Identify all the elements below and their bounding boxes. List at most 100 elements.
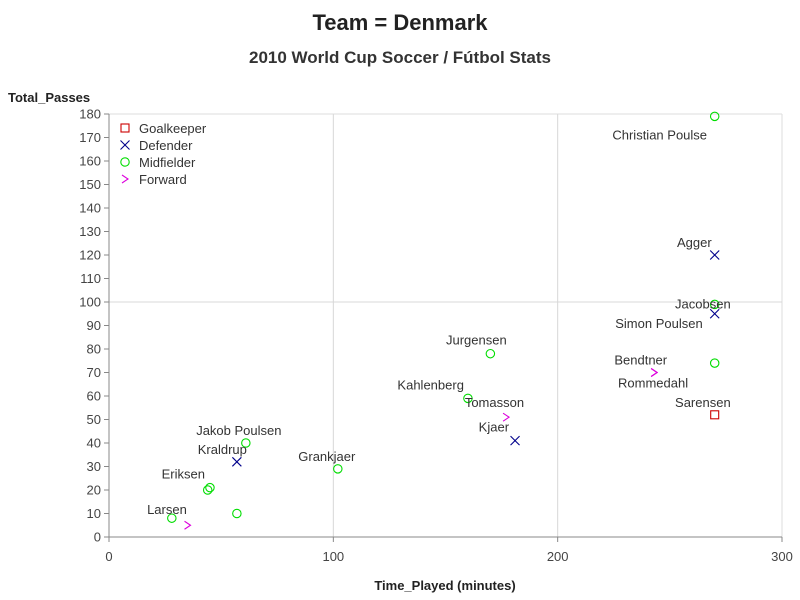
x-tick-label: 300 (771, 549, 793, 564)
marker-x-stroke (709, 250, 720, 260)
y-tick-label: 150 (79, 177, 101, 192)
data-point-defender (510, 435, 520, 446)
point-label: Rommedahl (618, 376, 688, 391)
marker-forward-shape (502, 412, 511, 422)
legend: Goalkeeper Defender Midfielder Forward (120, 121, 207, 187)
x-axis-title: Time_Played (minutes) (374, 578, 515, 593)
legend-marker (121, 174, 129, 184)
point-label: Jakob Poulsen (196, 423, 281, 438)
marker-forward-shape (650, 368, 659, 377)
marker-forward-shape (184, 520, 192, 530)
data-point-midfielder (709, 111, 720, 122)
y-tick-label: 130 (79, 224, 101, 239)
point-label: Agger (677, 235, 712, 250)
point-label: Christian Poulse (612, 127, 707, 142)
y-tick-label: 50 (87, 412, 101, 427)
data-point-defender (709, 250, 720, 260)
data-point-midfielder (463, 393, 473, 404)
legend-label: Forward (139, 172, 187, 187)
x-tick-label: 200 (547, 549, 569, 564)
marker-circle-shape (205, 482, 215, 493)
x-tick-label: 0 (105, 549, 112, 564)
point-label: Kraldrup (198, 442, 247, 457)
marker-x-stroke (231, 456, 242, 467)
y-tick-label: 30 (87, 459, 101, 474)
legend-item-defender: Defender (120, 138, 193, 153)
point-label: Jacobsen (675, 296, 731, 311)
y-tick-label: 40 (87, 436, 101, 451)
data-point-midfielder (709, 358, 720, 368)
chart-title: Team = Denmark (312, 10, 488, 35)
legend-marker (120, 157, 130, 167)
data-point-defender (709, 308, 720, 319)
legend-item-forward: Forward (121, 172, 187, 187)
data-point-midfielder (232, 508, 242, 519)
y-tick-label: 110 (80, 271, 101, 286)
point-label: Kjaer (479, 420, 510, 435)
y-axis-title: Total_Passes (8, 90, 90, 105)
data-point-forward (502, 412, 511, 422)
y-tick-label: 180 (79, 107, 101, 122)
point-label: Larsen (147, 502, 187, 517)
marker-circle-shape (202, 485, 213, 495)
y-tick-label: 160 (79, 154, 101, 169)
marker-x-stroke (120, 140, 130, 150)
legend-marker (120, 123, 130, 133)
data-point-midfielder (709, 299, 720, 310)
marker-square-shape (710, 410, 720, 420)
marker-x-stroke (709, 308, 720, 319)
y-tick-label: 60 (87, 389, 101, 404)
y-tick-label: 20 (87, 483, 101, 498)
y-tick-label: 0 (94, 530, 101, 545)
data-point-midfielder (333, 464, 343, 474)
point-label: Bendtner (614, 353, 667, 368)
data-point-midfielder (167, 513, 177, 523)
legend-item-midfielder: Midfielder (120, 155, 196, 170)
y-tick-label: 70 (87, 365, 101, 380)
legend-label: Defender (139, 138, 193, 153)
point-label: Eriksen (162, 467, 205, 482)
legend-item-goalkeeper: Goalkeeper (120, 121, 207, 136)
data-point-forward (184, 520, 192, 530)
x-tick-label: 100 (322, 549, 344, 564)
legend-label: Midfielder (139, 155, 196, 170)
point-label: Jurgensen (446, 333, 507, 348)
marker-forward-shape (121, 174, 129, 184)
marker-circle-shape (241, 438, 251, 448)
marker-circle-shape (463, 393, 473, 404)
point-label: Simon Poulsen (615, 316, 702, 331)
marker-x-stroke (510, 435, 520, 446)
marker-circle-shape (333, 464, 343, 474)
y-tick-label: 10 (87, 506, 101, 521)
legend-marker (120, 140, 130, 150)
marker-circle-shape (167, 513, 177, 523)
data-point-midfielder (485, 348, 496, 359)
data-point-goalkeeper (710, 410, 720, 420)
legend-label: Goalkeeper (139, 121, 207, 136)
data-point-defender (231, 456, 242, 467)
y-tick-label: 140 (79, 201, 101, 216)
data-point-midfielder (202, 485, 213, 495)
y-tick-label: 90 (87, 318, 101, 333)
point-label: Tomasson (465, 395, 524, 410)
point-label: Sarensen (675, 395, 731, 410)
marker-circle-shape (709, 299, 720, 310)
y-tick-label: 120 (79, 248, 101, 263)
point-labels: Christian Poulse Agger Jacobsen Simon Pouls… (147, 127, 731, 517)
marker-circle-shape (709, 358, 720, 368)
point-label: Kahlenberg (397, 377, 464, 392)
data-point-midfielder (241, 438, 251, 448)
marker-square-shape (120, 123, 130, 133)
y-tick-label: 100 (79, 295, 101, 310)
data-points (167, 111, 720, 530)
grid-lines (109, 113, 783, 537)
chart-subtitle: 2010 World Cup Soccer / Fútbol Stats (249, 48, 551, 67)
data-point-forward (650, 368, 659, 377)
marker-circle-shape (485, 348, 496, 359)
point-label: Grankjaer (298, 449, 356, 464)
y-tick-label: 170 (79, 130, 101, 145)
marker-circle-shape (120, 157, 130, 167)
data-point-midfielder (205, 482, 215, 493)
axes: 0 10 20 30 40 50 60 70 80 90 100 110 120 130 140 150 160… (79, 107, 793, 565)
